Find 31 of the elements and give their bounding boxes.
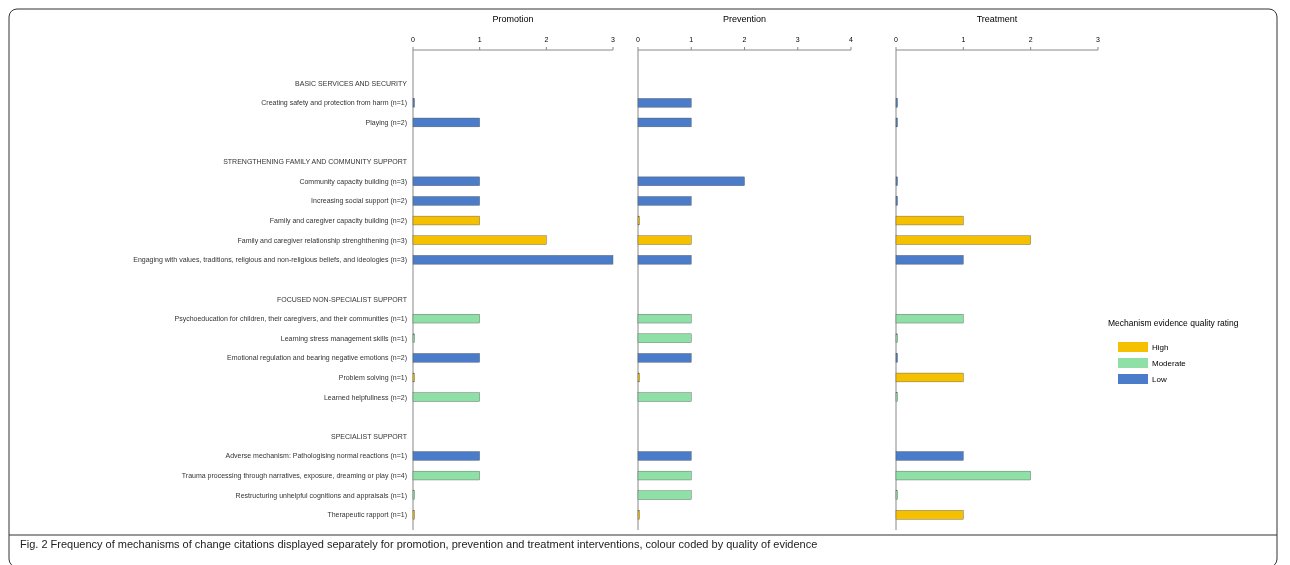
- bar: [412, 215, 480, 226]
- bar: [637, 176, 745, 186]
- bar: [637, 98, 692, 108]
- bar: [637, 353, 692, 363]
- bar: [412, 235, 547, 245]
- legend-label: High: [1152, 343, 1169, 352]
- bar: [412, 353, 480, 363]
- chart-title: Treatment: [976, 14, 1018, 24]
- bar: [412, 470, 480, 481]
- bar: [637, 392, 692, 402]
- bar: [637, 314, 692, 324]
- bar: [637, 196, 692, 206]
- chart-title: Promotion: [492, 14, 534, 24]
- legend-label: Low: [1152, 375, 1167, 384]
- bar: [637, 333, 692, 343]
- bar: [412, 451, 480, 461]
- bar: [637, 470, 692, 481]
- chart-title: Prevention: [722, 14, 767, 24]
- legend-label: Moderate: [1152, 359, 1187, 368]
- bar: [637, 451, 692, 461]
- caption: Fig. 2 Frequency of mechanisms of change citations displayed separately for promotion, prevention and treatment interventions, colour coded by quality of evidence: [20, 538, 818, 550]
- bar: [412, 117, 480, 128]
- bar: [637, 235, 692, 245]
- bar: [637, 490, 692, 500]
- bar: [412, 196, 480, 206]
- bar: [412, 176, 480, 186]
- bar: [637, 255, 692, 265]
- bar: [637, 117, 692, 128]
- bar: [412, 392, 480, 402]
- bar: [412, 314, 480, 324]
- legend-title: Mechanism evidence quality rating: [1108, 318, 1239, 328]
